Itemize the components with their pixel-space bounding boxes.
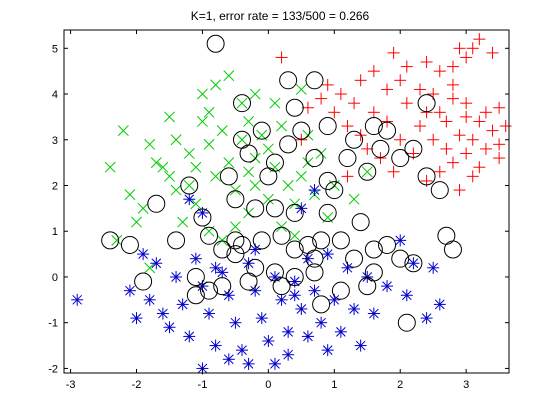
y-tick-label: 1 <box>52 226 58 238</box>
asterisk-point <box>150 257 162 269</box>
asterisk-point <box>427 262 439 274</box>
y-tick-label: -1 <box>48 318 58 330</box>
asterisk-point <box>236 344 248 356</box>
plot-area <box>64 30 509 373</box>
asterisk-point <box>434 298 446 310</box>
asterisk-point <box>177 298 189 310</box>
asterisk-point <box>309 285 321 297</box>
x-tick-label: 3 <box>463 379 469 391</box>
asterisk-point <box>71 294 83 306</box>
asterisk-point <box>348 303 360 315</box>
asterisk-point <box>269 358 281 370</box>
asterisk-point <box>256 312 268 324</box>
asterisk-point <box>131 312 143 324</box>
asterisk-point <box>163 321 175 333</box>
asterisk-point <box>276 294 288 306</box>
x-tick-label: -3 <box>66 379 76 391</box>
asterisk-point <box>157 308 169 320</box>
asterisk-point <box>322 344 334 356</box>
asterisk-point <box>368 308 380 320</box>
asterisk-point <box>282 349 294 361</box>
asterisk-point <box>315 317 327 329</box>
asterisk-point <box>421 312 433 324</box>
y-tick-label: 3 <box>52 135 58 147</box>
asterisk-point <box>282 326 294 338</box>
asterisk-point <box>335 326 347 338</box>
x-tick-label: 0 <box>265 379 271 391</box>
asterisk-point <box>229 317 241 329</box>
y-tick-label: -2 <box>48 363 58 375</box>
asterisk-point <box>210 262 222 274</box>
asterisk-point <box>223 353 235 365</box>
y-tick-label: 0 <box>52 272 58 284</box>
asterisk-point <box>295 303 307 315</box>
asterisk-point <box>203 308 215 320</box>
asterisk-point <box>401 289 413 301</box>
asterisk-point <box>124 285 136 297</box>
asterisk-point <box>183 330 195 342</box>
x-tick-label: 1 <box>331 379 337 391</box>
y-tick-label: 2 <box>52 180 58 192</box>
asterisk-point <box>289 289 301 301</box>
asterisk-point <box>144 294 156 306</box>
x-tick-label: 2 <box>397 379 403 391</box>
x-tick-label: -2 <box>132 379 142 391</box>
asterisk-point <box>210 340 222 352</box>
asterisk-point <box>262 335 274 347</box>
asterisk-point <box>170 271 182 283</box>
asterisk-point <box>137 248 149 260</box>
asterisk-point <box>190 253 202 265</box>
asterisk-point <box>355 340 367 352</box>
asterisk-point <box>309 184 321 196</box>
asterisk-point <box>302 330 314 342</box>
y-tick-label: 5 <box>52 43 58 55</box>
x-tick-label: -1 <box>198 379 208 391</box>
asterisk-point <box>183 193 195 205</box>
asterisk-point <box>381 280 393 292</box>
y-tick-label: 4 <box>52 89 58 101</box>
asterisk-point <box>302 253 314 265</box>
asterisk-point <box>243 358 255 370</box>
